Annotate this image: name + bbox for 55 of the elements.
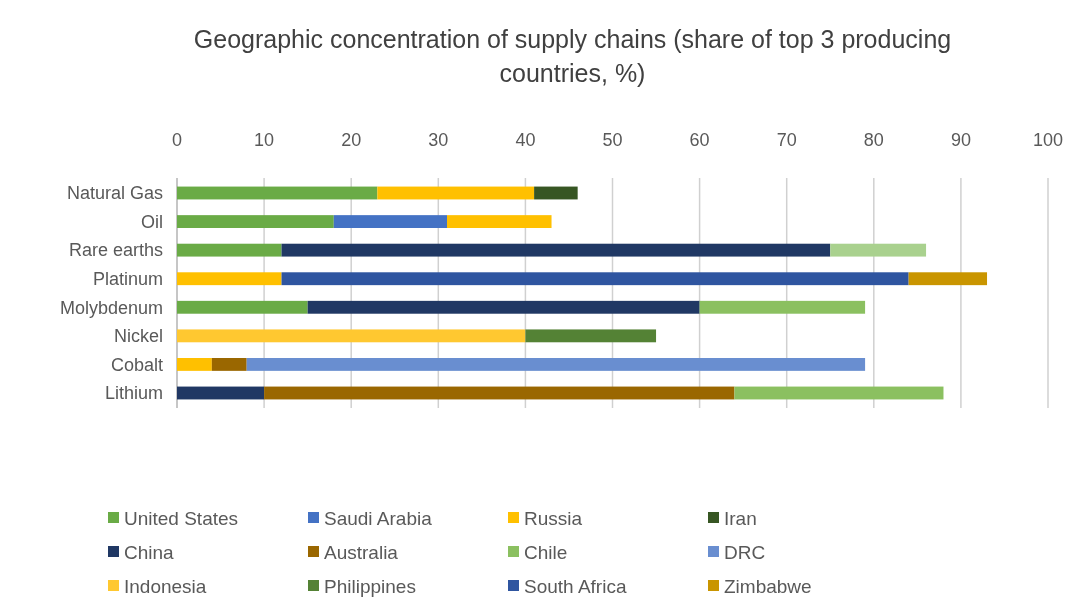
legend-label: Chile bbox=[524, 541, 568, 563]
x-tick-label: 90 bbox=[950, 130, 971, 150]
legend-label: Iran bbox=[724, 507, 757, 529]
legend-label: Philippines bbox=[324, 575, 416, 597]
bar bbox=[177, 386, 265, 400]
bar bbox=[246, 358, 866, 371]
y-tick-label: Oil bbox=[141, 211, 163, 232]
legend-label: Russia bbox=[524, 507, 583, 529]
y-tick-label: Molybdenum bbox=[59, 297, 163, 318]
x-tick-label: 10 bbox=[254, 130, 275, 150]
x-tick-label: 40 bbox=[515, 130, 536, 150]
bar bbox=[534, 186, 578, 200]
bar bbox=[281, 272, 909, 286]
bar bbox=[177, 272, 282, 286]
y-tick-label: Rare earths bbox=[68, 240, 163, 261]
x-tick-label: 60 bbox=[689, 130, 710, 150]
bar bbox=[177, 358, 212, 371]
bar bbox=[177, 329, 526, 343]
bar bbox=[333, 215, 448, 228]
bar bbox=[307, 300, 700, 314]
x-tick-label: 0 bbox=[171, 130, 183, 150]
bar bbox=[281, 243, 831, 257]
legend-label: Australia bbox=[324, 541, 399, 563]
legend-label: DRC bbox=[724, 541, 766, 563]
bar bbox=[177, 186, 378, 200]
x-tick-label: 80 bbox=[863, 130, 884, 150]
y-tick-label: Nickel bbox=[113, 326, 163, 347]
legend-label: South Africa bbox=[524, 575, 627, 597]
bar bbox=[377, 186, 535, 200]
y-tick-label: Cobalt bbox=[110, 354, 163, 375]
bar bbox=[264, 386, 735, 400]
bar bbox=[525, 329, 657, 343]
bar bbox=[211, 358, 247, 371]
bar bbox=[908, 272, 988, 286]
bar bbox=[830, 243, 927, 257]
y-tick-label: Platinum bbox=[92, 269, 163, 290]
chart-title: Geographic concentration of supply chains (share of top 3 producing countries, %) bbox=[193, 25, 952, 87]
bar bbox=[734, 386, 944, 400]
y-tick-label: Lithium bbox=[104, 383, 163, 404]
y-tick-label: Natural Gas bbox=[66, 183, 163, 204]
x-tick-label: 100 bbox=[1032, 130, 1064, 150]
bar bbox=[177, 243, 282, 257]
x-tick-label: 50 bbox=[602, 130, 623, 150]
bar bbox=[699, 300, 866, 314]
legend-label: Zimbabwe bbox=[724, 575, 812, 597]
legend-label: Saudi Arabia bbox=[324, 507, 433, 529]
legend-label: China bbox=[124, 541, 175, 563]
legend-label: Indonesia bbox=[124, 575, 207, 597]
x-tick-label: 20 bbox=[341, 130, 362, 150]
bar bbox=[177, 215, 334, 228]
x-tick-label: 30 bbox=[428, 130, 449, 150]
legend-label: United States bbox=[124, 507, 239, 529]
bar bbox=[177, 300, 308, 314]
x-tick-label: 70 bbox=[776, 130, 797, 150]
bar bbox=[447, 215, 552, 228]
